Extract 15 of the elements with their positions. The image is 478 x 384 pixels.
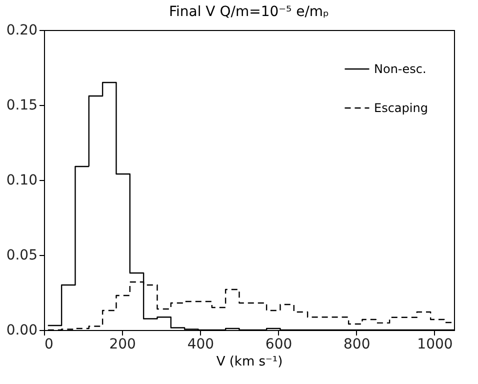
x-tick-label: 600 xyxy=(265,336,292,352)
legend-label: Non-esc. xyxy=(374,62,426,76)
x-tick-label: 800 xyxy=(344,336,370,352)
x-tick-label: 1000 xyxy=(417,336,453,352)
legend-label: Escaping xyxy=(374,101,428,115)
y-tick-label: 0.20 xyxy=(6,22,38,38)
y-tick-label: 0.10 xyxy=(6,172,38,188)
x-tick-label: 200 xyxy=(109,336,136,352)
y-tick-label: 0.00 xyxy=(6,322,38,338)
y-tick-label: 0.05 xyxy=(6,248,38,264)
x-axis-title: V (km s⁻¹) xyxy=(216,354,283,370)
x-tick-label: 0 xyxy=(44,336,54,352)
y-tick-label: 0.15 xyxy=(6,98,38,114)
x-tick-label: 400 xyxy=(187,336,214,352)
chart-title: Final V Q/m=10⁻⁵ e/mₚ xyxy=(168,4,330,20)
